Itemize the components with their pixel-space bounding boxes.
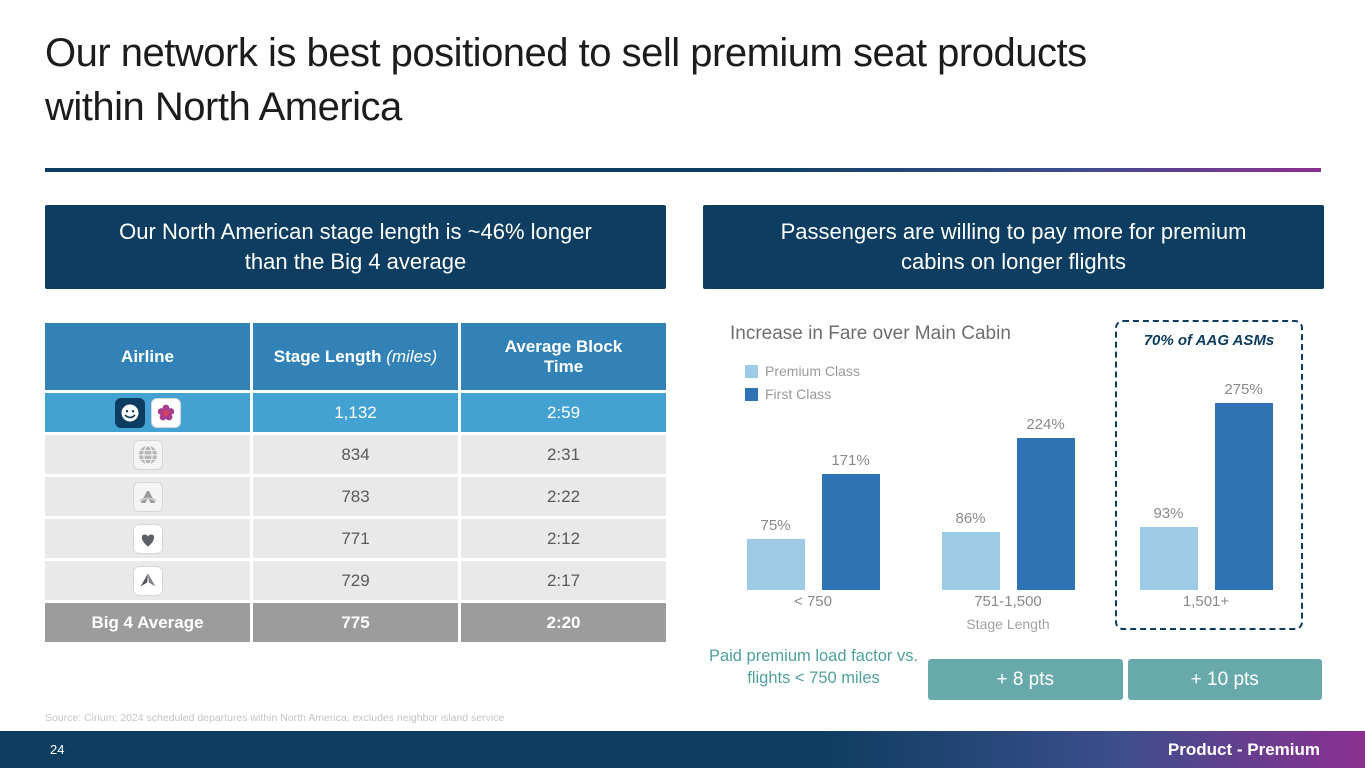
table-row-big4-average: Big 4 Average 775 2:20 [45, 600, 666, 642]
stage-length-cell: 1,132 [253, 393, 461, 432]
block-time-cell: 2:31 [546, 444, 581, 464]
bar-value-label: 86% [955, 510, 986, 527]
left-panel-header-text: Our North American stage length is ~46% … [119, 219, 592, 274]
aag-asm-callout-label: 70% of AAG ASMs [1143, 332, 1275, 349]
first-class-bar [1214, 403, 1273, 590]
table-header-row: Airline Stage Length (miles) Average Blo… [45, 323, 666, 390]
alaska-airlines-logo-icon [114, 397, 145, 428]
bar-first-1501-plus: 275% [1214, 381, 1273, 590]
fare-increase-chart: Increase in Fare over Main Cabin Premium… [703, 310, 1324, 650]
column-header-stage-length: Stage Length (miles) [253, 323, 461, 390]
footer-section-label: Product - Premium [1167, 739, 1320, 759]
premium-class-bar [746, 539, 805, 590]
premium-class-swatch-icon [745, 364, 758, 378]
column-header-block-time: Average Block Time [504, 336, 623, 376]
airline-cell [45, 561, 253, 600]
right-panel-header: Passengers are willing to pay more for p… [703, 205, 1324, 289]
airline-cell [45, 477, 253, 516]
hawaiian-airlines-logo-icon [150, 397, 181, 428]
airline-cell [45, 435, 253, 474]
bar-first-751-1500: 224% [1016, 416, 1075, 590]
bar-first-under-750: 171% [821, 452, 880, 590]
first-class-swatch-icon [745, 387, 758, 401]
airline-cell: Big 4 Average [45, 603, 253, 642]
bar-value-label: 171% [831, 452, 870, 469]
table-row-american: 783 2:22 [45, 474, 666, 516]
source-note: Source: Cirium; 2024 scheduled departure… [45, 712, 505, 724]
chart-title: Increase in Fare over Main Cabin [730, 323, 1011, 344]
bar-value-label: 93% [1153, 505, 1184, 522]
premium-class-bar [941, 532, 1000, 590]
stage-length-cell: 771 [253, 519, 461, 558]
block-time-cell: 2:59 [546, 402, 581, 422]
aag-asm-callout-box: 70% of AAG ASMs [1115, 320, 1303, 630]
table-row-delta: 729 2:17 [45, 558, 666, 600]
footer-bar: 24 Product - Premium [0, 731, 1365, 768]
united-airlines-globe-logo-icon [132, 439, 163, 470]
x-axis-label: Stage Length [966, 616, 1050, 632]
column-header-airline: Airline [45, 323, 253, 390]
block-time-cell: 2:17 [546, 570, 581, 590]
column-header-stage-unit: (miles) [386, 346, 438, 366]
badge-8-pts: + 8 pts [928, 659, 1123, 700]
stage-length-table: Airline Stage Length (miles) Average Blo… [45, 323, 666, 642]
premium-load-factor-note: Paid premium load factor vs. flights < 7… [708, 647, 919, 688]
slide-title: Our network is best positioned to sell p… [45, 31, 1087, 129]
right-panel-header-text: Passengers are willing to pay more for p… [780, 219, 1247, 274]
category-label-1501-plus: 1,501+ [1182, 593, 1230, 610]
airline-cell [45, 519, 253, 558]
left-panel-header: Our North American stage length is ~46% … [45, 205, 666, 289]
legend-item-premium-class: Premium Class [745, 363, 860, 379]
legend-label: Premium Class [765, 363, 860, 379]
bar-premium-1501-plus: 93% [1139, 505, 1198, 590]
premium-class-bar [1139, 527, 1198, 590]
block-time-cell: 2:20 [546, 612, 581, 632]
bar-premium-under-750: 75% [746, 517, 805, 590]
stage-length-cell: 834 [253, 435, 461, 474]
bar-value-label: 275% [1224, 381, 1263, 398]
bar-group-1501-plus: 93% 275% [1138, 381, 1274, 590]
bar-group-under-750: 75% 171% [745, 452, 881, 590]
first-class-bar [821, 474, 880, 590]
legend-item-first-class: First Class [745, 386, 860, 402]
chart-legend: Premium Class First Class [745, 363, 860, 402]
page-number: 24 [50, 742, 65, 757]
block-time-cell: 2:12 [546, 528, 581, 548]
stage-length-cell: 729 [253, 561, 461, 600]
bar-premium-751-1500: 86% [941, 510, 1000, 590]
category-label-under-750: < 750 [794, 593, 832, 610]
southwest-airlines-heart-logo-icon [132, 523, 163, 554]
bar-value-label: 75% [760, 517, 791, 534]
table-row-united: 834 2:31 [45, 432, 666, 474]
table-row-southwest: 771 2:12 [45, 516, 666, 558]
table-row-alaska-hawaiian: 1,132 2:59 [45, 390, 666, 432]
gradient-divider [45, 168, 1321, 172]
stage-length-cell: 783 [253, 477, 461, 516]
load-factor-badges: + 8 pts + 10 pts [928, 659, 1322, 700]
american-airlines-logo-icon [132, 481, 163, 512]
first-class-bar [1016, 438, 1075, 590]
delta-airlines-widget-logo-icon [132, 565, 163, 596]
bar-group-751-1500: 86% 224% [940, 416, 1076, 590]
block-time-cell: 2:22 [546, 486, 581, 506]
badge-10-pts: + 10 pts [1127, 659, 1322, 700]
legend-label: First Class [765, 386, 832, 402]
airline-cell [45, 393, 253, 432]
category-label-751-1500: 751-1,500 [974, 593, 1042, 610]
stage-length-cell: 775 [253, 603, 461, 642]
bar-value-label: 224% [1026, 416, 1065, 433]
